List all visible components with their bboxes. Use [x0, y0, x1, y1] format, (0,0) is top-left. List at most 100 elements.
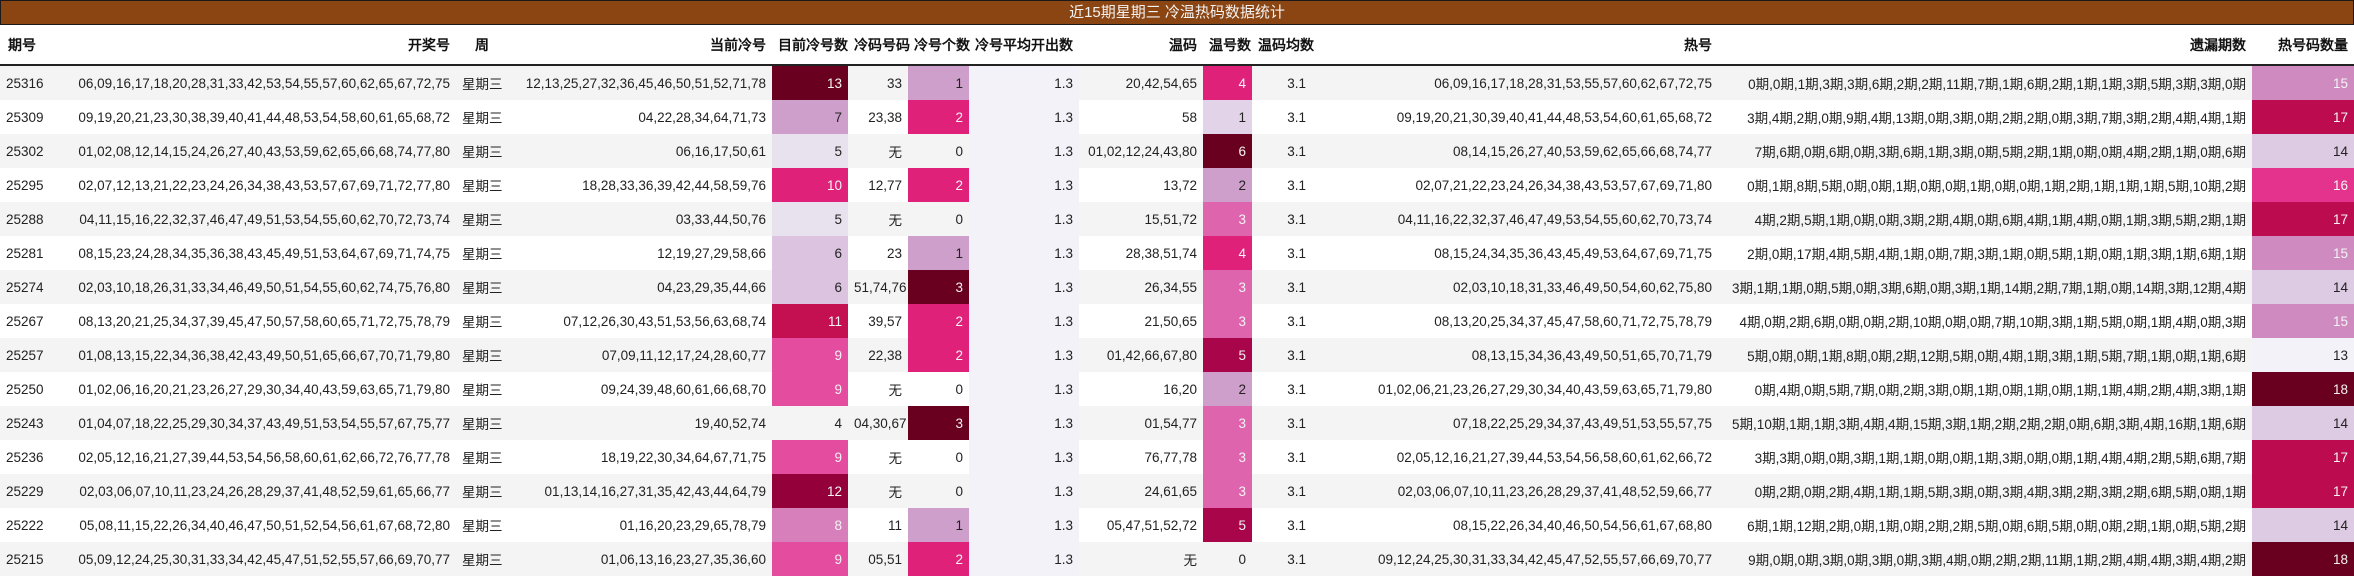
cell-warm-num: 5 [1203, 338, 1252, 372]
cell-cold-current: 06,16,17,50,61 [508, 134, 772, 168]
cell-cold-count-now: 6 [772, 270, 848, 304]
cell-draw: 06,09,16,17,18,20,28,31,33,42,53,54,55,5… [44, 65, 456, 100]
cell-cold-count-now: 9 [772, 542, 848, 576]
cell-warm-num: 2 [1203, 168, 1252, 202]
cell-warm-avg: 3.1 [1252, 100, 1312, 134]
cell-warm: 16,20 [1079, 372, 1203, 406]
cell-issue: 25215 [0, 542, 44, 576]
cell-cold-num: 3 [908, 270, 969, 304]
cell-warm-avg: 3.1 [1252, 508, 1312, 542]
cell-weekday: 星期三 [456, 406, 508, 440]
cell-cold-avg: 1.3 [969, 474, 1079, 508]
cell-warm: 01,42,66,67,80 [1079, 338, 1203, 372]
col-header-warm-num: 温号数 [1203, 25, 1252, 66]
cell-cold-current: 03,33,44,50,76 [508, 202, 772, 236]
cell-cold-count-now: 9 [772, 440, 848, 474]
col-header-omit: 遗漏期数 [1718, 25, 2252, 66]
cell-hot: 02,07,21,22,23,24,26,34,38,43,53,57,67,6… [1312, 168, 1718, 202]
cell-issue: 25222 [0, 508, 44, 542]
cell-cold-count-now: 6 [772, 236, 848, 270]
cell-hot-count: 14 [2252, 134, 2354, 168]
cell-cold-num: 1 [908, 236, 969, 270]
cell-warm: 01,02,12,24,43,80 [1079, 134, 1203, 168]
cell-hot-count: 17 [2252, 440, 2354, 474]
cell-weekday: 星期三 [456, 474, 508, 508]
cell-cold-code: 无 [848, 134, 908, 168]
table-row: 25316 06,09,16,17,18,20,28,31,33,42,53,54… [0, 65, 2354, 100]
table-row: 25302 01,02,08,12,14,15,24,26,27,40,43,53… [0, 134, 2354, 168]
cell-cold-count-now: 4 [772, 406, 848, 440]
cell-warm: 05,47,51,52,72 [1079, 508, 1203, 542]
cell-draw: 04,11,15,16,22,32,37,46,47,49,51,53,54,5… [44, 202, 456, 236]
cell-cold-avg: 1.3 [969, 100, 1079, 134]
cell-hot: 08,15,22,26,34,40,46,50,54,56,61,67,68,8… [1312, 508, 1718, 542]
cell-hot-count: 18 [2252, 542, 2354, 576]
cell-hot-count: 14 [2252, 406, 2354, 440]
cell-cold-num: 2 [908, 100, 969, 134]
table-row: 25295 02,07,12,13,21,22,23,24,26,34,38,43… [0, 168, 2354, 202]
cell-cold-num: 0 [908, 372, 969, 406]
cell-draw: 05,08,11,15,22,26,34,40,46,47,50,51,52,5… [44, 508, 456, 542]
cell-warm-avg: 3.1 [1252, 304, 1312, 338]
cell-hot-count: 17 [2252, 202, 2354, 236]
cell-draw: 02,03,06,07,10,11,23,24,26,28,29,37,41,4… [44, 474, 456, 508]
cell-cold-num: 2 [908, 542, 969, 576]
cell-draw: 08,15,23,24,28,34,35,36,38,43,45,49,51,5… [44, 236, 456, 270]
cell-hot: 08,15,24,34,35,36,43,45,49,53,64,67,69,7… [1312, 236, 1718, 270]
cell-cold-count-now: 9 [772, 372, 848, 406]
cell-cold-current: 07,12,26,30,43,51,53,56,63,68,74 [508, 304, 772, 338]
cell-draw: 02,07,12,13,21,22,23,24,26,34,38,43,53,5… [44, 168, 456, 202]
cell-warm-avg: 3.1 [1252, 65, 1312, 100]
cell-cold-count-now: 5 [772, 202, 848, 236]
table-row: 25236 02,05,12,16,21,27,39,44,53,54,56,58… [0, 440, 2354, 474]
cell-hot: 04,11,16,22,32,37,46,47,49,53,54,55,60,6… [1312, 202, 1718, 236]
col-header-weekday: 周 [456, 25, 508, 66]
cell-warm-avg: 3.1 [1252, 338, 1312, 372]
cell-cold-avg: 1.3 [969, 338, 1079, 372]
cell-warm: 15,51,72 [1079, 202, 1203, 236]
table-row: 25250 01,02,06,16,20,21,23,26,27,29,30,34… [0, 372, 2354, 406]
cell-weekday: 星期三 [456, 542, 508, 576]
cell-hot-count: 18 [2252, 372, 2354, 406]
cell-cold-avg: 1.3 [969, 65, 1079, 100]
cell-cold-avg: 1.3 [969, 134, 1079, 168]
cell-issue: 25316 [0, 65, 44, 100]
cell-issue: 25257 [0, 338, 44, 372]
cell-cold-current: 12,19,27,29,58,66 [508, 236, 772, 270]
table-title: 近15期星期三 冷温热码数据统计 [0, 0, 2354, 25]
cell-issue: 25302 [0, 134, 44, 168]
table-row: 25309 09,19,20,21,23,30,38,39,40,41,44,48… [0, 100, 2354, 134]
cell-hot: 02,03,06,07,10,11,23,26,28,29,37,41,48,5… [1312, 474, 1718, 508]
cell-weekday: 星期三 [456, 304, 508, 338]
cell-cold-code: 23 [848, 236, 908, 270]
table-row: 25243 01,04,07,18,22,25,29,30,34,37,43,49… [0, 406, 2354, 440]
cell-omit: 5期,10期,1期,1期,3期,4期,4期,15期,3期,1期,2期,2期,2期… [1718, 406, 2252, 440]
cell-warm-avg: 3.1 [1252, 372, 1312, 406]
cell-omit: 3期,3期,0期,0期,3期,1期,1期,0期,0期,1期,3期,0期,0期,1… [1718, 440, 2252, 474]
cell-omit: 4期,0期,2期,6期,0期,0期,2期,10期,0期,0期,7期,10期,3期… [1718, 304, 2252, 338]
cell-warm-num: 3 [1203, 202, 1252, 236]
cell-issue: 25243 [0, 406, 44, 440]
cell-cold-code: 39,57 [848, 304, 908, 338]
cell-hot-count: 16 [2252, 168, 2354, 202]
cell-warm: 13,72 [1079, 168, 1203, 202]
col-header-hot-count: 热号码数量 [2252, 25, 2354, 66]
cell-cold-count-now: 13 [772, 65, 848, 100]
cell-hot: 09,19,20,21,30,39,40,41,44,48,53,54,60,6… [1312, 100, 1718, 134]
cell-hot-count: 15 [2252, 65, 2354, 100]
cell-issue: 25274 [0, 270, 44, 304]
col-header-draw: 开奖号 [44, 25, 456, 66]
stats-table: 期号 开奖号 周 当前冷号 目前冷号数 冷码号码 冷号个数 冷号平均开出数 温码… [0, 25, 2354, 576]
col-header-cold-count-now: 目前冷号数 [772, 25, 848, 66]
cell-cold-current: 12,13,25,27,32,36,45,46,50,51,52,71,78 [508, 65, 772, 100]
cell-cold-avg: 1.3 [969, 236, 1079, 270]
cell-issue: 25267 [0, 304, 44, 338]
cell-warm: 01,54,77 [1079, 406, 1203, 440]
cell-cold-current: 19,40,52,74 [508, 406, 772, 440]
cell-hot: 09,12,24,25,30,31,33,34,42,45,47,52,55,5… [1312, 542, 1718, 576]
cell-cold-avg: 1.3 [969, 372, 1079, 406]
table-row: 25229 02,03,06,07,10,11,23,24,26,28,29,37… [0, 474, 2354, 508]
cell-warm: 21,50,65 [1079, 304, 1203, 338]
cell-cold-code: 无 [848, 372, 908, 406]
cell-hot-count: 17 [2252, 474, 2354, 508]
